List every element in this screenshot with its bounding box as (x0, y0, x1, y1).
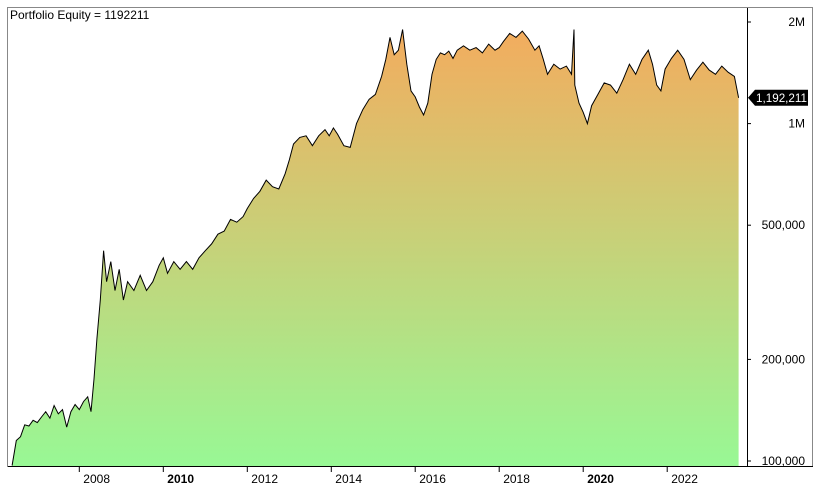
y-tick-label-2M: 2M (788, 15, 805, 29)
y-tick-label-100,000: 100,000 (762, 454, 806, 468)
chart-title: Portfolio Equity = 1192211 (10, 8, 150, 22)
last-value-tag: 1,192,211 (748, 89, 808, 106)
x-tick-label-2008: 2008 (83, 472, 110, 486)
y-tick-label-500,000: 500,000 (762, 218, 806, 232)
x-tick-label-2012: 2012 (251, 472, 278, 486)
x-tick-label-2016: 2016 (419, 472, 446, 486)
equity-area-fill (12, 29, 739, 466)
equity-line (11, 29, 740, 466)
x-tick-label-2022: 2022 (671, 472, 698, 486)
x-tick-label-2010: 2010 (167, 472, 194, 486)
last-value-label: 1,192,211 (756, 91, 807, 105)
x-tick-label-2018: 2018 (503, 472, 530, 486)
y-tick-label-1M: 1M (788, 117, 805, 131)
y-tick-label-200,000: 200,000 (762, 352, 806, 366)
x-tick-label-2020: 2020 (587, 472, 614, 486)
x-tick-label-2014: 2014 (335, 472, 362, 486)
last-value-tag-background (748, 89, 808, 106)
